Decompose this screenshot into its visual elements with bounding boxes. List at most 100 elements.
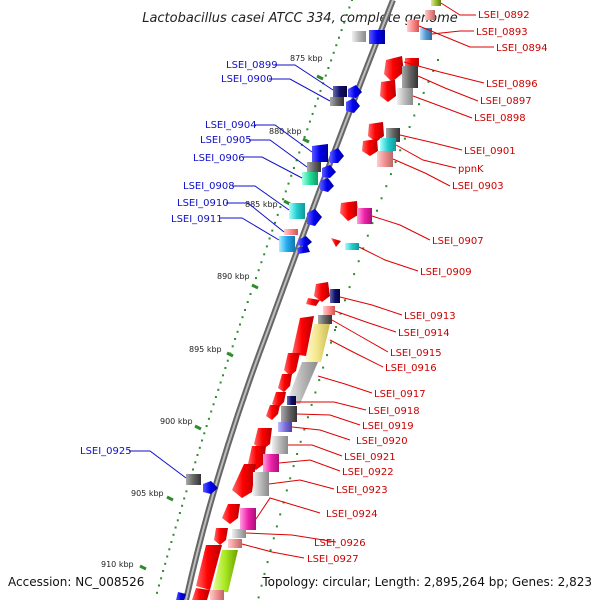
gene-box-lsei-0899[interactable] <box>333 86 347 97</box>
gene-label-lsei-0918[interactable]: LSEI_0918 <box>368 406 420 417</box>
gene-arrow[interactable] <box>196 545 222 590</box>
gene-label-lsei-0911[interactable]: LSEI_0911 <box>171 214 223 225</box>
gene-label-lsei-0908[interactable]: LSEI_0908 <box>183 181 235 192</box>
gene-label-lsei-0915[interactable]: LSEI_0915 <box>390 348 442 359</box>
gene-arrow[interactable] <box>297 245 310 254</box>
gene-box-lsei-0922[interactable] <box>263 454 279 472</box>
gene-label-lsei-0892[interactable]: LSEI_0892 <box>478 10 530 21</box>
gene-box[interactable] <box>425 10 435 20</box>
gene-label-lsei-0906[interactable]: LSEI_0906 <box>193 153 245 164</box>
gene-label-lsei-0924[interactable]: LSEI_0924 <box>326 509 378 520</box>
gene-box-lsei-0921[interactable] <box>272 436 288 454</box>
gene-label-lsei-0923[interactable]: LSEI_0923 <box>336 485 388 496</box>
gene-label-lsei-0894[interactable]: LSEI_0894 <box>496 43 548 54</box>
gene-arrow-lsei-0918[interactable] <box>266 405 280 420</box>
gene-label-ppnk[interactable]: ppnK <box>458 164 484 175</box>
gene-box[interactable] <box>287 396 296 405</box>
gene-box[interactable] <box>357 208 372 224</box>
gene-arrow[interactable] <box>320 178 334 192</box>
gene-arrow[interactable] <box>314 282 330 302</box>
gene-arrow[interactable] <box>307 209 322 226</box>
gene-box-lsei-0892[interactable] <box>431 0 441 6</box>
gene-label-lsei-0920[interactable]: LSEI_0920 <box>356 436 408 447</box>
gene-arrow-lsei-0909[interactable] <box>331 238 341 247</box>
gene-arrow-lsei-0904[interactable] <box>312 144 328 162</box>
gene-label-lsei-0907[interactable]: LSEI_0907 <box>432 236 484 247</box>
gene-box-lsei-0911[interactable] <box>279 236 295 252</box>
gene-box-lsei-0910[interactable] <box>284 229 298 235</box>
gene-arrow-lsei-0901[interactable] <box>368 122 384 142</box>
gene-label-lsei-0914[interactable]: LSEI_0914 <box>398 328 450 339</box>
gene-label-lsei-0899[interactable]: LSEI_0899 <box>226 60 278 71</box>
gene-arrow[interactable] <box>214 528 228 545</box>
gene-box-lsei-0913[interactable] <box>330 289 340 303</box>
gene-label-lsei-0905[interactable]: LSEI_0905 <box>200 135 252 146</box>
gene-box-lsei-0914[interactable] <box>323 306 335 315</box>
gene-box[interactable] <box>278 422 292 432</box>
gene-box[interactable] <box>405 58 419 66</box>
gene-box-lsei-0925[interactable] <box>186 474 201 485</box>
gene-arrow-lsei-0917[interactable] <box>278 374 292 392</box>
gene-box-lsei-0893[interactable] <box>420 28 432 40</box>
gene-label-lsei-0922[interactable]: LSEI_0922 <box>342 467 394 478</box>
gene-label-lsei-0910[interactable]: LSEI_0910 <box>177 198 229 209</box>
gene-arrow-lsei-0924[interactable] <box>222 504 240 524</box>
gene-arrow-lsei-0920[interactable] <box>254 428 272 450</box>
gene-arrow[interactable] <box>369 30 385 44</box>
gene-box[interactable] <box>352 31 366 42</box>
gene-arrow[interactable] <box>306 298 320 306</box>
gene-box[interactable] <box>345 243 359 250</box>
gene-box-lsei-0906[interactable] <box>302 172 318 185</box>
gene-arrow[interactable] <box>322 165 336 178</box>
gene-box-lsei-0897[interactable] <box>402 66 418 88</box>
gene-box-lsei-0919[interactable] <box>281 406 297 422</box>
gene-box-lsei-0916[interactable] <box>286 362 318 404</box>
gene-label-lsei-0897[interactable]: LSEI_0897 <box>480 96 532 107</box>
gene-arrow-lsei-0896[interactable] <box>384 56 404 82</box>
gene-label-lsei-0901[interactable]: LSEI_0901 <box>464 146 516 157</box>
gene-label-lsei-0896[interactable]: LSEI_0896 <box>486 79 538 90</box>
gene-label-lsei-0919[interactable]: LSEI_0919 <box>362 421 414 432</box>
gene-arrow[interactable] <box>192 588 210 600</box>
gene-label-lsei-0909[interactable]: LSEI_0909 <box>420 267 472 278</box>
gene-box-lsei-0900[interactable] <box>330 97 344 106</box>
gene-box-lsei-0894[interactable] <box>407 20 419 32</box>
gene-arrow[interactable] <box>330 148 344 163</box>
gene-arrow-lsei-0907[interactable] <box>340 201 358 221</box>
gene-box-lsei-0915[interactable] <box>305 324 330 362</box>
gene-box[interactable] <box>210 590 224 600</box>
gene-box-lsei-0903[interactable] <box>377 151 393 167</box>
gene-box[interactable] <box>240 508 256 530</box>
gene-box-ppnk[interactable] <box>380 138 396 151</box>
gene-label-lsei-0913[interactable]: LSEI_0913 <box>404 311 456 322</box>
gene-arrow[interactable] <box>284 353 300 376</box>
gene-arrow[interactable] <box>298 236 312 247</box>
gene-label-lsei-0900[interactable]: LSEI_0900 <box>221 74 273 85</box>
gene-arrow[interactable] <box>272 392 286 408</box>
gene-label-lsei-0921[interactable]: LSEI_0921 <box>344 452 396 463</box>
gene-arrow[interactable] <box>203 481 218 494</box>
gene-label-lsei-0903[interactable]: LSEI_0903 <box>452 181 504 192</box>
gene-arrow[interactable] <box>176 592 186 600</box>
gene-label-lsei-0927[interactable]: LSEI_0927 <box>307 554 359 565</box>
gene-label-lsei-0893[interactable]: LSEI_0893 <box>476 27 528 38</box>
gene-box-lsei-0926[interactable] <box>232 529 246 538</box>
gene-arrow[interactable] <box>292 316 314 356</box>
gene-box-lsei-0898[interactable] <box>397 88 413 105</box>
gene-box-lsei-0927[interactable] <box>228 539 242 548</box>
gene-box[interactable] <box>253 472 269 496</box>
gene-label-lsei-0898[interactable]: LSEI_0898 <box>474 113 526 124</box>
gene-label-lsei-0925[interactable]: LSEI_0925 <box>80 446 132 457</box>
gene-label-lsei-0926[interactable]: LSEI_0926 <box>314 538 366 549</box>
gene-arrow[interactable] <box>362 139 378 156</box>
gene-box-lsei-0908[interactable] <box>289 203 305 219</box>
gene-label-lsei-0917[interactable]: LSEI_0917 <box>374 389 426 400</box>
gene-arrow[interactable] <box>348 85 362 98</box>
gene-arrow[interactable] <box>346 98 360 113</box>
gene-arrow[interactable] <box>380 80 396 102</box>
gene-arrow-lsei-0923[interactable] <box>232 464 256 498</box>
gene-label-lsei-0904[interactable]: LSEI_0904 <box>205 120 257 131</box>
gene-box[interactable] <box>212 550 238 592</box>
gene-label-lsei-0916[interactable]: LSEI_0916 <box>385 363 437 374</box>
gene-box[interactable] <box>318 315 332 324</box>
